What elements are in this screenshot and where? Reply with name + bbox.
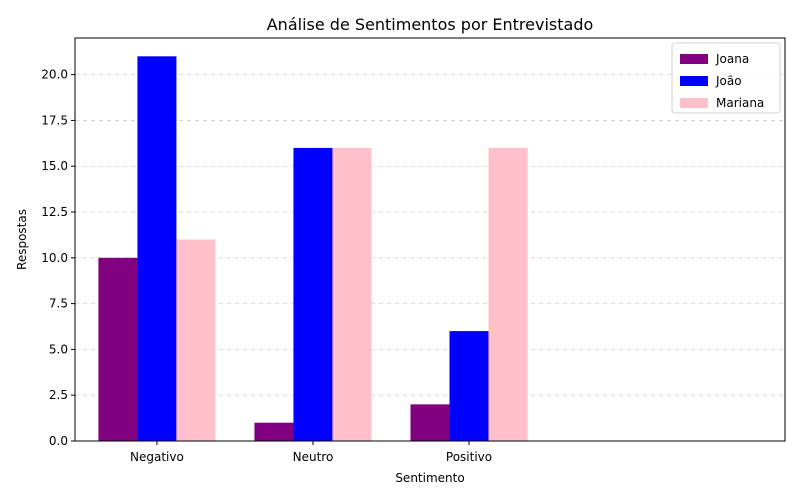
legend: Joana João Mariana xyxy=(671,42,781,114)
bar-mariana-neutro xyxy=(332,147,372,441)
bar-joana-neutro xyxy=(254,422,294,441)
y-tick-label: 20.0 xyxy=(41,68,68,82)
bar-joao-neutro xyxy=(293,147,333,441)
x-tick-label: Neutro xyxy=(293,450,334,464)
bars xyxy=(98,56,528,442)
legend-label: Mariana xyxy=(716,96,764,110)
y-tick-label: 15.0 xyxy=(41,159,68,173)
legend-label: Joana xyxy=(715,52,749,66)
bar-mariana-positivo xyxy=(488,147,528,441)
legend-swatch xyxy=(680,98,708,108)
y-axis-label: Respostas xyxy=(15,209,29,270)
legend-swatch xyxy=(680,76,708,86)
y-tick-label: 0.0 xyxy=(49,434,68,448)
x-tick-label: Positivo xyxy=(446,450,492,464)
chart-title: Análise de Sentimentos por Entrevistado xyxy=(267,15,594,34)
y-tick-label: 12.5 xyxy=(41,205,68,219)
x-axis: Negativo Neutro Positivo xyxy=(130,441,492,464)
bar-mariana-negativo xyxy=(176,239,216,441)
x-axis-label: Sentimento xyxy=(395,471,464,485)
bar-joana-negativo xyxy=(98,257,138,441)
legend-label: João xyxy=(715,74,742,88)
y-axis: 0.0 2.5 5.0 7.5 10.0 12.5 15.0 17.5 20.0 xyxy=(41,68,75,448)
legend-swatch xyxy=(680,54,708,64)
x-tick-label: Negativo xyxy=(130,450,184,464)
bar-joao-negativo xyxy=(137,56,177,442)
y-tick-label: 5.0 xyxy=(49,342,68,356)
bar-joana-positivo xyxy=(410,404,450,441)
y-tick-label: 2.5 xyxy=(49,388,68,402)
y-tick-label: 7.5 xyxy=(49,297,68,311)
bar-joao-positivo xyxy=(449,331,489,441)
plot-frame xyxy=(74,37,786,442)
y-tick-label: 17.5 xyxy=(41,113,68,127)
y-tick-label: 10.0 xyxy=(41,251,68,265)
